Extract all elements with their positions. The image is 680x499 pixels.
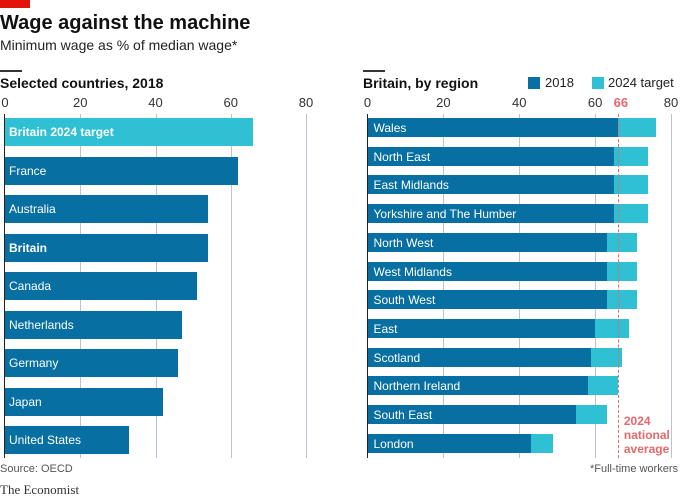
reference-line (617, 114, 619, 458)
gridline (230, 114, 232, 458)
x-tick-label: 20 (73, 95, 88, 110)
bar-japan (5, 387, 164, 416)
right-chart-title: Britain, by region (363, 75, 479, 91)
bar-label: East (373, 321, 398, 336)
gridline (306, 114, 307, 458)
bar-label: Northern Ireland (373, 379, 461, 394)
x-tick-label: 20 (436, 95, 451, 110)
y-axis-line (367, 114, 368, 458)
bar-2018 (367, 318, 596, 338)
x-tick-label: 40 (148, 95, 163, 110)
bar-2018 (367, 261, 607, 281)
reference-tick-label: 66 (613, 95, 629, 110)
x-tick-label: 60 (223, 95, 238, 110)
bar-germany (5, 349, 179, 377)
bar-label: Wales (373, 121, 407, 135)
bar-britain (5, 233, 209, 262)
legend-label-2018: 2018 (545, 75, 574, 90)
gridline (519, 114, 521, 458)
x-tick-label: 80 (298, 95, 314, 110)
bar-label: West Midlands (373, 264, 452, 279)
x-tick-label: 60 (587, 95, 603, 110)
gridline (595, 114, 597, 458)
bar-label: France (9, 163, 47, 178)
legend-swatch-2018 (528, 77, 540, 89)
bar-label: Netherlands (9, 317, 74, 332)
bar-label: London (373, 436, 414, 451)
bar-2018 (367, 146, 615, 166)
bar-label: Germany (9, 356, 59, 370)
bar-label: Britain (9, 240, 48, 255)
bar-2018 (367, 376, 588, 396)
bar-label: North West (373, 235, 434, 250)
bar-2018 (367, 175, 615, 195)
bar-canada (5, 272, 197, 300)
bar-united-states (5, 426, 130, 454)
bar-2018 (367, 232, 607, 252)
bar-label: Japan (9, 394, 42, 409)
left-rule (0, 70, 22, 72)
bar-label: Australia (9, 202, 56, 216)
x-tick-label: 0 (363, 95, 372, 110)
y-axis-line (4, 114, 5, 458)
footnote: *Full-time workers (589, 463, 678, 475)
gridline (671, 114, 672, 458)
bar-2018 (367, 290, 607, 310)
x-tick-label: 0 (1, 95, 9, 110)
bar-label: North East (373, 149, 431, 164)
x-tick-label: 40 (512, 95, 527, 110)
brand-logo: The Economist (0, 482, 80, 497)
legend-label-2024: 2024 target (608, 75, 674, 90)
bar-2018 (367, 347, 592, 367)
chart-title: Wage against the machine (0, 12, 251, 34)
bar-label: United States (9, 433, 82, 447)
bar-britain-2024-target (5, 118, 254, 146)
bar-label: South East (373, 408, 433, 422)
chart-subtitle: Minimum wage as % of median wage* (0, 37, 238, 53)
x-tick-label: 80 (663, 95, 679, 110)
bar-label: South West (373, 293, 436, 308)
right-rule (363, 70, 385, 72)
bar-2018 (367, 405, 577, 424)
bar-2018 (367, 118, 618, 137)
reference-annotation: 2024 national average (623, 414, 670, 456)
source: Source: OECD (0, 463, 73, 475)
gridline (443, 114, 445, 458)
bar-2018 (367, 433, 531, 453)
left-chart-title: Selected countries, 2018 (0, 75, 164, 91)
bar-france (5, 156, 239, 185)
brand-red-bar (0, 0, 30, 8)
bar-australia (5, 195, 209, 223)
bar-2018 (367, 204, 615, 224)
bar-label: Scotland (373, 350, 421, 365)
legend-swatch-2024 (592, 77, 604, 89)
bar-label: East Midlands (373, 178, 449, 193)
bar-label: Canada (9, 279, 52, 293)
bar-label: Britain 2024 target (9, 125, 114, 139)
bar-netherlands (5, 310, 182, 339)
bar-label: Yorkshire and The Humber (373, 207, 517, 222)
